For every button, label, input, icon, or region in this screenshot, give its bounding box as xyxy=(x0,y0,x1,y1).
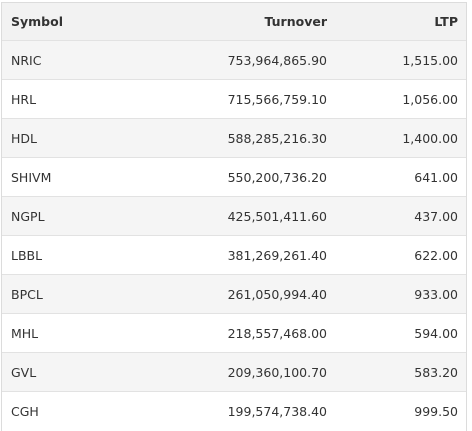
symbol-cell: BPCL xyxy=(11,286,43,302)
table-row[interactable]: CGH 199,574,738.40 999.50 xyxy=(2,392,466,431)
ltp-cell: 999.50 xyxy=(414,404,458,419)
symbol-cell: SHIVM xyxy=(11,169,52,185)
symbol-cell: MHL xyxy=(11,325,39,341)
ltp-cell: 641.00 xyxy=(414,169,458,185)
turnover-cell: 715,566,759.10 xyxy=(227,91,327,107)
turnover-cell: 550,200,736.20 xyxy=(227,169,327,185)
symbol-cell: HRL xyxy=(11,91,37,107)
turnover-cell: 588,285,216.30 xyxy=(227,130,327,146)
table-row[interactable]: BPCL 261,050,994.40 933.00 xyxy=(2,275,466,314)
table-row[interactable]: SHIVM 550,200,736.20 641.00 xyxy=(2,158,466,197)
ltp-cell: 1,056.00 xyxy=(402,91,458,107)
symbol-cell: HDL xyxy=(11,130,37,146)
table-row[interactable]: LBBL 381,269,261.40 622.00 xyxy=(2,236,466,275)
symbol-cell: NGPL xyxy=(11,208,45,224)
table-row[interactable]: NRIC 753,964,865.90 1,515.00 xyxy=(2,41,466,80)
column-header-ltp[interactable]: LTP xyxy=(434,14,458,29)
table-row[interactable]: GVL 209,360,100.70 583.20 xyxy=(2,353,466,392)
column-header-symbol[interactable]: Symbol xyxy=(11,14,63,29)
symbol-cell: GVL xyxy=(11,364,37,380)
column-header-turnover[interactable]: Turnover xyxy=(264,14,328,29)
turnover-cell: 381,269,261.40 xyxy=(227,247,327,263)
turnover-cell: 218,557,468.00 xyxy=(227,325,327,341)
table-row[interactable]: HDL 588,285,216.30 1,400.00 xyxy=(2,119,466,158)
ltp-cell: 437.00 xyxy=(414,208,458,224)
symbol-cell: NRIC xyxy=(11,52,42,68)
turnover-cell: 261,050,994.40 xyxy=(227,286,327,302)
turnover-cell: 753,964,865.90 xyxy=(227,52,327,68)
ltp-cell: 594.00 xyxy=(414,325,458,341)
ltp-cell: 1,400.00 xyxy=(402,130,458,146)
ltp-cell: 622.00 xyxy=(414,247,458,263)
turnover-cell: 199,574,738.40 xyxy=(227,404,327,419)
ltp-cell: 933.00 xyxy=(414,286,458,302)
table-row[interactable]: MHL 218,557,468.00 594.00 xyxy=(2,314,466,353)
table-header: Symbol Turnover LTP xyxy=(2,3,466,41)
table-row[interactable]: NGPL 425,501,411.60 437.00 xyxy=(2,197,466,236)
symbol-cell: CGH xyxy=(11,404,39,419)
turnover-cell: 209,360,100.70 xyxy=(227,364,327,380)
turnover-cell: 425,501,411.60 xyxy=(227,208,327,224)
symbol-cell: LBBL xyxy=(11,247,43,263)
ltp-cell: 583.20 xyxy=(414,364,458,380)
table-row[interactable]: HRL 715,566,759.10 1,056.00 xyxy=(2,80,466,119)
ltp-cell: 1,515.00 xyxy=(402,52,458,68)
